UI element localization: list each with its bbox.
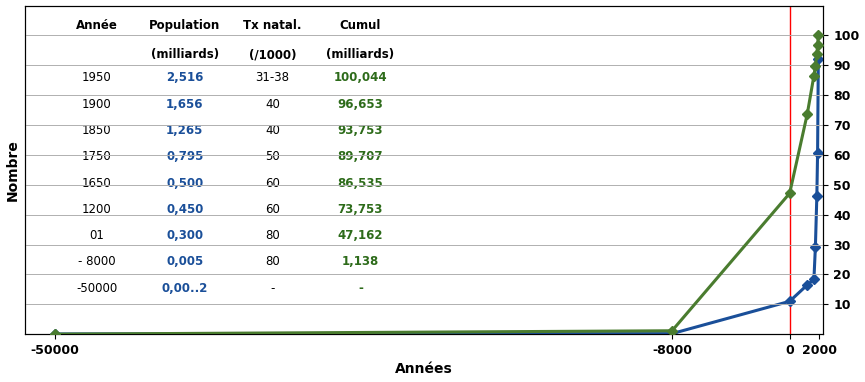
Text: (/1000): (/1000) <box>249 48 297 61</box>
Text: 89,707: 89,707 <box>337 150 383 163</box>
Text: 1,656: 1,656 <box>166 98 203 111</box>
Text: 1,138: 1,138 <box>342 256 379 269</box>
Text: 40: 40 <box>266 98 280 111</box>
Text: Année: Année <box>76 19 118 32</box>
Text: 0,500: 0,500 <box>166 176 203 189</box>
Text: 0,300: 0,300 <box>166 229 203 242</box>
Text: Cumul: Cumul <box>340 19 381 32</box>
Text: 60: 60 <box>266 203 280 216</box>
Y-axis label: Nombre: Nombre <box>5 139 20 201</box>
Text: 0,005: 0,005 <box>166 256 203 269</box>
Text: 93,753: 93,753 <box>337 124 383 137</box>
Text: 01: 01 <box>89 229 105 242</box>
Text: 73,753: 73,753 <box>337 203 383 216</box>
Text: 1200: 1200 <box>82 203 112 216</box>
Text: -: - <box>358 282 362 295</box>
Text: 1750: 1750 <box>82 150 112 163</box>
Text: 1,265: 1,265 <box>166 124 203 137</box>
Text: 86,535: 86,535 <box>337 176 383 189</box>
Text: 80: 80 <box>266 256 280 269</box>
Text: Tx natal.: Tx natal. <box>243 19 302 32</box>
Text: 0,795: 0,795 <box>166 150 203 163</box>
Text: Population: Population <box>149 19 221 32</box>
Text: 31-38: 31-38 <box>255 71 290 84</box>
Text: -50000: -50000 <box>76 282 118 295</box>
Text: 0,00..2: 0,00..2 <box>162 282 208 295</box>
Text: 50: 50 <box>266 150 280 163</box>
Text: 0,450: 0,450 <box>166 203 203 216</box>
Text: 1650: 1650 <box>82 176 112 189</box>
Text: (milliards): (milliards) <box>326 48 394 61</box>
Text: 1900: 1900 <box>82 98 112 111</box>
Text: 1850: 1850 <box>82 124 112 137</box>
Text: (milliards): (milliards) <box>151 48 219 61</box>
Text: - 8000: - 8000 <box>78 256 116 269</box>
Text: 96,653: 96,653 <box>337 98 383 111</box>
Text: 1950: 1950 <box>82 71 112 84</box>
Text: 40: 40 <box>266 124 280 137</box>
Text: 2,516: 2,516 <box>166 71 203 84</box>
Text: 80: 80 <box>266 229 280 242</box>
Text: 100,044: 100,044 <box>334 71 388 84</box>
Text: -: - <box>271 282 275 295</box>
Text: 47,162: 47,162 <box>337 229 383 242</box>
Text: 60: 60 <box>266 176 280 189</box>
X-axis label: Années: Années <box>395 363 453 376</box>
